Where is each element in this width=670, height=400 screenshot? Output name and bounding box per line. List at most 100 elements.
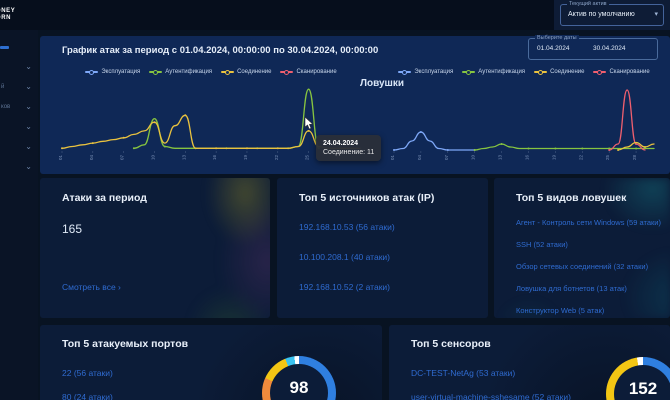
svg-text:16: 16 <box>524 154 529 160</box>
logo-line2: CORN <box>0 14 12 21</box>
svg-text:10: 10 <box>471 154 476 160</box>
svg-text:25: 25 <box>605 154 610 160</box>
svg-text:19: 19 <box>243 154 248 160</box>
svg-text:25: 25 <box>305 154 310 160</box>
sensors-total-count: 152 <box>628 379 658 398</box>
legend-item[interactable]: Соединение <box>534 69 584 75</box>
port-link[interactable]: 80 (24 атаки) <box>62 392 113 400</box>
ip-source-link[interactable]: 192.168.10.52 (2 атаки) <box>299 282 391 292</box>
tooltip-value: Соединение: 11 <box>323 149 375 156</box>
legend-marker <box>280 69 294 75</box>
traps-line-chart-plot[interactable]: 01 04 07 10 13 16 19 22 25 28 <box>386 78 662 170</box>
trap-type-link[interactable]: Ловушка для ботнетов (13 атак) <box>516 284 627 293</box>
svg-text:13: 13 <box>498 154 503 160</box>
top-ports-card: Топ 5 атакуемых портов 22 (56 атаки) 80 … <box>40 325 382 400</box>
svg-text:13: 13 <box>181 154 186 160</box>
sidebar: ⌄ й ⌄ ков ⌄ ⌄ ⌄ ⌄ <box>0 30 38 400</box>
legend-marker <box>593 69 607 75</box>
svg-text:07: 07 <box>444 154 449 160</box>
legend-item[interactable]: Аутентификация <box>149 69 212 75</box>
card-title: Топ 5 источников атак (IP) <box>299 192 435 204</box>
legend-marker <box>149 69 163 75</box>
svg-text:07: 07 <box>120 154 125 160</box>
trap-type-link[interactable]: Агент - Контроль сети Windows (59 атаки) <box>516 218 661 227</box>
trap-type-link[interactable]: SSH (52 атаки) <box>516 240 568 249</box>
sidebar-item[interactable]: ⌄ <box>0 60 38 78</box>
svg-text:04: 04 <box>417 154 422 160</box>
svg-text:16: 16 <box>212 154 217 160</box>
card-title: Топ 5 видов ловушек <box>516 192 627 204</box>
legend-marker <box>85 69 99 75</box>
chart-legend: Эксплуатация Аутентификация Соединение С… <box>54 66 368 78</box>
port-link[interactable]: 22 (56 атаки) <box>62 368 113 378</box>
chevron-down-icon: ▾ <box>654 11 658 18</box>
asset-select-value: Актив по умолчанию <box>568 11 635 18</box>
tooltip-date: 24.04.2024 <box>323 140 359 147</box>
chevron-down-icon: ⌄ <box>25 62 32 71</box>
date-filter-label: Выберите даты <box>535 35 579 41</box>
legend-item[interactable]: Соединение <box>221 69 271 75</box>
svg-text:28: 28 <box>632 154 637 160</box>
svg-text:01: 01 <box>390 154 395 160</box>
sidebar-item[interactable]: ⌄ <box>0 120 38 138</box>
sidebar-item[interactable]: ⌄ <box>0 140 38 158</box>
chart-tooltip: 24.04.2024 Соединение: 11 <box>316 135 382 161</box>
trap-type-link[interactable]: Конструктор Web (5 атак) <box>516 306 605 315</box>
legend-marker <box>534 69 548 75</box>
card-title: Топ 5 атакуемых портов <box>62 338 189 350</box>
svg-text:22: 22 <box>578 154 583 160</box>
chevron-down-icon: ⌄ <box>25 162 32 171</box>
traps-line-chart: Эксплуатация Аутентификация Соединение С… <box>386 66 662 175</box>
sensor-link[interactable]: user-virtual-machine-sshesame (52 атаки) <box>411 392 571 400</box>
chart-panel-title: График атак за период с 01.04.2024, 00:0… <box>62 45 379 56</box>
logo: HONEY CORN <box>0 8 15 21</box>
legend-item[interactable]: Эксплуатация <box>398 69 453 75</box>
sidebar-active-marker <box>0 46 9 49</box>
svg-text:01: 01 <box>58 154 63 160</box>
svg-text:19: 19 <box>551 154 556 160</box>
ip-source-link[interactable]: 192.168.10.53 (56 атаки) <box>299 222 395 232</box>
svg-text:10: 10 <box>150 154 155 160</box>
ip-source-link[interactable]: 10.100.208.1 (40 атаки) <box>299 252 391 262</box>
attacks-period-card: Атаки за период 165 Смотреть все › <box>40 178 270 318</box>
logo-line1: HONEY <box>0 8 16 14</box>
asset-select-area: Текущий актив Актив по умолчанию ▾ <box>554 0 670 30</box>
chevron-down-icon: ⌄ <box>25 122 32 131</box>
card-title: Атаки за период <box>62 192 147 204</box>
trap-type-link[interactable]: Обзор сетевых соединений (32 атаки) <box>516 262 649 271</box>
chevron-down-icon: ⌄ <box>25 82 32 91</box>
legend-item[interactable]: Аутентификация <box>462 69 525 75</box>
top-sensors-card: Топ 5 сенсоров DC-TEST-NetAg (53 атаки) … <box>389 325 670 400</box>
date-range-filter[interactable]: Выберите даты 01.04.2024 30.04.2024 <box>528 35 658 60</box>
svg-text:04: 04 <box>89 154 94 160</box>
date-to-value[interactable]: 30.04.2024 <box>593 45 626 52</box>
ports-donut-chart[interactable]: 98 <box>262 356 336 400</box>
sidebar-item[interactable]: ков ⌄ <box>1 102 32 111</box>
svg-text:22: 22 <box>274 154 279 160</box>
view-all-link[interactable]: Смотреть все › <box>62 282 121 292</box>
attack-chart-panel: График атак за период с 01.04.2024, 00:0… <box>40 35 670 175</box>
top-bar: HONEY CORN Текущий актив Актив по умолча… <box>0 0 670 30</box>
legend-item[interactable]: Эксплуатация <box>85 69 140 75</box>
top-trap-types-card: Топ 5 видов ловушек Агент - Контроль сет… <box>494 178 670 318</box>
legend-marker <box>398 69 412 75</box>
sidebar-item[interactable]: ⌄ <box>0 160 38 178</box>
legend-item[interactable]: Сканирование <box>593 69 650 75</box>
asset-select[interactable]: Текущий актив Актив по умолчанию ▾ <box>560 1 664 26</box>
date-from-value[interactable]: 01.04.2024 <box>537 45 570 52</box>
sensors-donut-chart[interactable]: 152 <box>606 357 670 400</box>
attacks-count: 165 <box>62 222 83 236</box>
legend-marker <box>462 69 476 75</box>
chart-legend: Эксплуатация Аутентификация Соединение С… <box>386 66 662 78</box>
top-ip-sources-card: Топ 5 источников атак (IP) 192.168.10.53… <box>277 178 488 318</box>
legend-item[interactable]: Сканирование <box>280 69 337 75</box>
sidebar-item[interactable]: й ⌄ <box>1 82 32 91</box>
traps-chart-title: Ловушки <box>359 78 405 89</box>
chevron-down-icon: ⌄ <box>25 102 32 111</box>
legend-marker <box>221 69 235 75</box>
chevron-down-icon: ⌄ <box>25 142 32 151</box>
ports-total-count: 98 <box>289 378 309 397</box>
asset-select-label: Текущий актив <box>567 1 609 7</box>
sensor-link[interactable]: DC-TEST-NetAg (53 атаки) <box>411 368 516 378</box>
